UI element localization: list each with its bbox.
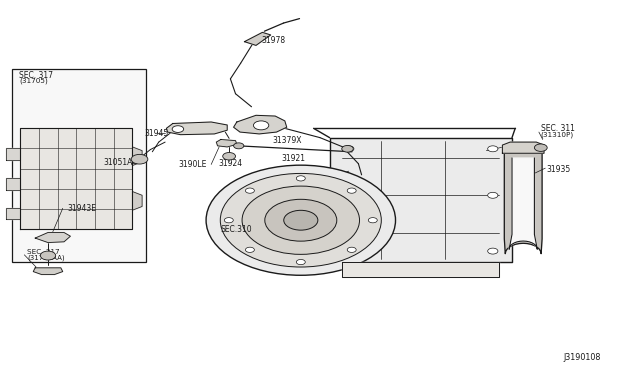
Text: 31379X: 31379X (302, 181, 332, 190)
Circle shape (348, 188, 356, 193)
Polygon shape (234, 115, 287, 134)
Text: 31051A: 31051A (104, 158, 133, 167)
Circle shape (242, 186, 360, 254)
Circle shape (296, 176, 305, 181)
Circle shape (488, 248, 498, 254)
Text: SEC. 317: SEC. 317 (19, 71, 53, 80)
Circle shape (368, 218, 377, 223)
Circle shape (172, 126, 184, 132)
Text: 31945: 31945 (144, 129, 168, 138)
Polygon shape (216, 140, 237, 147)
Circle shape (206, 165, 396, 275)
Circle shape (131, 154, 148, 164)
Polygon shape (33, 268, 63, 275)
Polygon shape (509, 158, 538, 249)
Text: 31379X: 31379X (272, 136, 301, 145)
Text: J3190108: J3190108 (563, 353, 600, 362)
Polygon shape (504, 153, 542, 254)
Polygon shape (166, 122, 227, 135)
Polygon shape (330, 138, 512, 262)
Polygon shape (132, 147, 142, 166)
Circle shape (225, 218, 234, 223)
Circle shape (253, 121, 269, 130)
Circle shape (344, 146, 354, 152)
Circle shape (296, 259, 305, 264)
Circle shape (342, 145, 353, 152)
Polygon shape (6, 148, 20, 160)
Circle shape (344, 192, 354, 198)
Circle shape (220, 173, 381, 267)
Circle shape (348, 247, 356, 253)
Polygon shape (6, 208, 20, 219)
Circle shape (234, 143, 244, 149)
Text: 31924: 31924 (219, 159, 243, 168)
Text: (31705AA): (31705AA) (27, 254, 65, 261)
Polygon shape (132, 192, 142, 210)
Text: 3190LE: 3190LE (178, 160, 206, 169)
Text: 31935: 31935 (547, 165, 571, 174)
Polygon shape (20, 128, 132, 229)
Polygon shape (342, 262, 499, 277)
Text: 31978: 31978 (261, 36, 285, 45)
Circle shape (488, 192, 498, 198)
Circle shape (344, 248, 354, 254)
Polygon shape (244, 32, 271, 45)
Circle shape (40, 251, 56, 260)
Circle shape (223, 153, 236, 160)
Circle shape (284, 210, 318, 230)
Bar (12, 69, 146, 262)
Polygon shape (35, 232, 70, 243)
Circle shape (245, 188, 254, 193)
Text: 31921: 31921 (282, 154, 306, 163)
Text: 31943E: 31943E (67, 204, 96, 213)
Circle shape (265, 199, 337, 241)
Circle shape (488, 146, 498, 152)
Circle shape (245, 247, 254, 253)
Polygon shape (6, 178, 20, 190)
Text: SEC.310: SEC.310 (221, 225, 252, 234)
Text: (31705): (31705) (19, 78, 48, 84)
Circle shape (534, 144, 547, 151)
Polygon shape (502, 142, 544, 153)
Text: SEC. 317: SEC. 317 (27, 249, 60, 255)
Text: (31310P): (31310P) (541, 131, 574, 138)
Text: SEC. 311: SEC. 311 (541, 124, 575, 133)
